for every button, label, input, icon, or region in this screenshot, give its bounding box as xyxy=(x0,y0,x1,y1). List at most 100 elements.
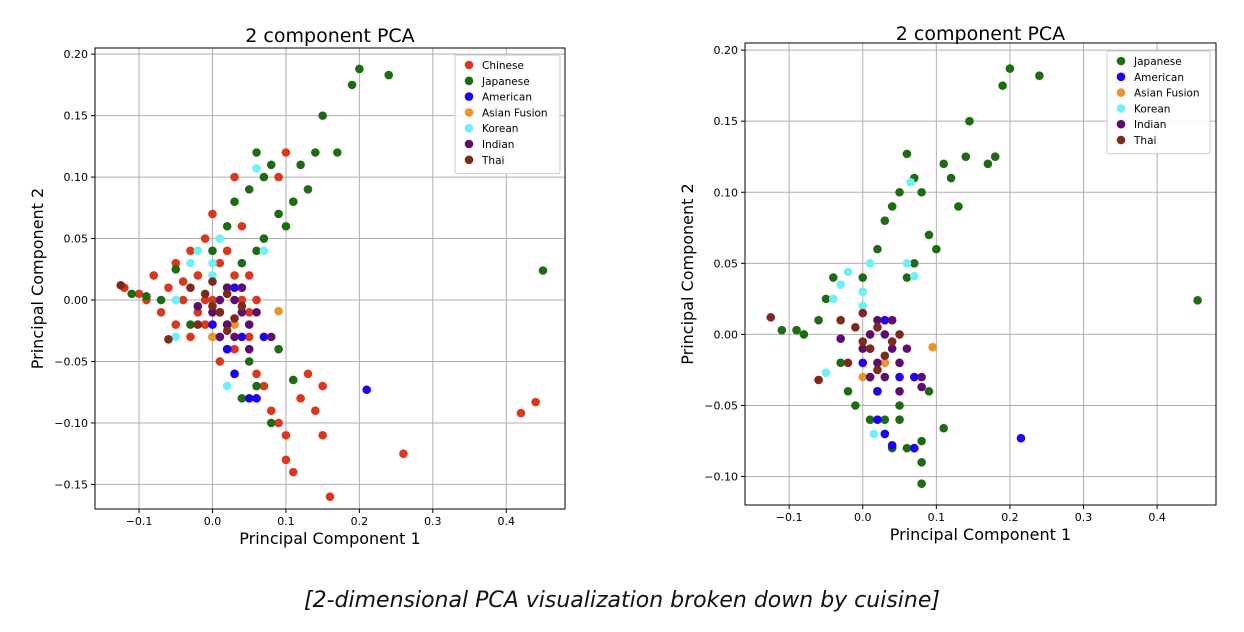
data-point xyxy=(252,369,261,379)
data-point xyxy=(230,271,239,280)
data-point xyxy=(895,372,904,382)
data-point xyxy=(193,320,203,329)
legend-marker xyxy=(464,108,474,117)
data-point xyxy=(200,320,210,329)
x-tick-label: 0.0 xyxy=(854,511,872,524)
data-point xyxy=(902,273,912,282)
x-tick-label: 0.4 xyxy=(498,515,516,528)
data-point xyxy=(895,187,904,197)
data-point xyxy=(311,406,320,415)
data-point xyxy=(895,358,904,368)
legend-marker xyxy=(464,155,474,165)
x-tick-label: 0.1 xyxy=(277,515,295,528)
data-point xyxy=(858,344,868,353)
chart-title: 2 component PCA xyxy=(245,25,414,47)
data-point xyxy=(829,294,838,304)
series-thai xyxy=(766,308,904,385)
data-point xyxy=(946,173,956,183)
y-tick-label: 0.00 xyxy=(714,328,739,341)
data-point xyxy=(244,185,254,194)
data-point xyxy=(843,386,853,396)
data-point xyxy=(208,301,217,311)
data-point xyxy=(902,443,912,453)
data-point xyxy=(865,259,875,268)
data-point xyxy=(880,216,890,225)
legend-label: Indian xyxy=(1134,119,1166,131)
figure-caption: [2-dimensional PCA visualization broken … xyxy=(304,588,940,613)
data-point xyxy=(909,271,919,281)
data-point xyxy=(244,271,254,280)
data-point xyxy=(902,149,912,159)
data-point xyxy=(1193,295,1202,305)
data-point xyxy=(230,314,239,323)
legend-marker xyxy=(1116,104,1126,113)
series-korean xyxy=(171,164,269,391)
data-point xyxy=(164,283,173,293)
data-point xyxy=(887,440,897,450)
data-point xyxy=(924,230,934,240)
data-point xyxy=(865,344,875,353)
data-point xyxy=(858,273,868,282)
data-point xyxy=(222,326,232,336)
data-point xyxy=(259,381,269,391)
data-point xyxy=(222,283,232,293)
data-point xyxy=(1035,71,1044,80)
chart-title: 2 component PCA xyxy=(896,23,1065,45)
data-point xyxy=(230,320,239,329)
x-tick-label: 0.0 xyxy=(204,515,222,528)
legend: Chinese Japanese American Asian Fusion Korea… xyxy=(454,54,561,175)
data-point xyxy=(274,306,283,316)
series-japanese xyxy=(777,64,1202,488)
data-point xyxy=(215,258,225,268)
data-point xyxy=(869,429,879,439)
data-point xyxy=(252,295,261,305)
data-point xyxy=(222,289,232,299)
data-point xyxy=(178,295,188,305)
data-point xyxy=(208,277,217,286)
data-point xyxy=(244,394,254,403)
data-point xyxy=(873,315,882,325)
data-point xyxy=(858,287,868,297)
series-korean xyxy=(821,178,919,439)
data-point xyxy=(230,332,239,342)
data-point xyxy=(873,386,882,396)
data-point xyxy=(829,273,838,282)
y-tick-label: −0.05 xyxy=(54,355,88,368)
data-point xyxy=(237,308,247,317)
data-point xyxy=(222,246,232,256)
data-point xyxy=(961,152,971,162)
data-point xyxy=(230,295,239,305)
data-point xyxy=(274,172,283,182)
data-point xyxy=(208,209,217,219)
data-point xyxy=(296,160,305,170)
data-point xyxy=(208,295,217,305)
legend-marker xyxy=(464,123,474,133)
data-point xyxy=(222,381,232,391)
data-point xyxy=(281,148,291,157)
data-point xyxy=(799,330,809,339)
data-point xyxy=(266,160,276,170)
legend-marker xyxy=(1116,56,1126,66)
data-point xyxy=(193,271,203,280)
legend-label: Chinese xyxy=(482,60,524,72)
data-point xyxy=(928,342,937,352)
data-point xyxy=(186,320,195,329)
y-tick-label: −0.15 xyxy=(54,478,88,491)
y-tick-label: 0.20 xyxy=(714,44,739,57)
data-point xyxy=(909,443,919,453)
data-point xyxy=(288,375,298,385)
data-point xyxy=(887,202,897,211)
data-point xyxy=(355,64,364,74)
data-point xyxy=(303,369,313,379)
data-point xyxy=(244,357,254,366)
legend-box xyxy=(454,54,561,175)
data-point xyxy=(1005,64,1015,73)
data-point xyxy=(880,372,890,382)
data-point xyxy=(873,415,882,425)
y-tick-label: 0.00 xyxy=(64,294,89,307)
data-point xyxy=(266,406,276,415)
y-tick-label: −0.05 xyxy=(704,399,738,412)
data-point xyxy=(171,258,181,268)
legend-label: American xyxy=(482,92,532,104)
data-point xyxy=(171,295,181,305)
